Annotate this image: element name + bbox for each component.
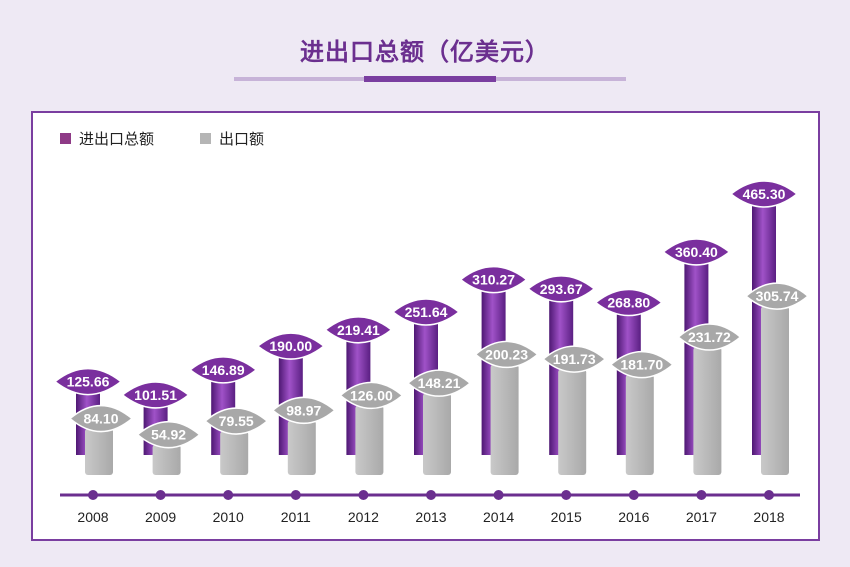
data-label-export-2013: 148.21 — [418, 375, 461, 391]
data-label-total-2015-bubble — [526, 275, 596, 303]
data-label-export-2008-bubble — [68, 404, 134, 433]
data-label-total-2010: 146.89 — [202, 362, 245, 378]
data-label-export-2016-bubble — [609, 351, 674, 379]
data-label-export-2011-bubble — [271, 396, 336, 424]
axis-tick-2012 — [358, 490, 369, 500]
x-tick-label-2017: 2017 — [686, 509, 717, 525]
data-label-total-2008: 125.66 — [67, 374, 110, 390]
axis-tick-2018 — [764, 490, 774, 500]
title-underline-accent — [364, 76, 496, 82]
data-label-export-2018-bubble — [744, 282, 810, 310]
data-label-total-2012-bubble — [324, 316, 393, 344]
bar-export-2018 — [761, 306, 789, 475]
bar-export-2010 — [220, 431, 249, 475]
x-tick-label-2016: 2016 — [618, 509, 649, 525]
x-axis: 2008 2009 2010 2011 2012 2013 2014 2015 2016 2017… — [60, 490, 800, 525]
x-tick-label-2012: 2012 — [348, 509, 379, 525]
data-label-export-2011: 98.97 — [286, 402, 321, 418]
axis-tick-2013 — [426, 490, 436, 500]
x-tick-label-2011: 2011 — [281, 509, 311, 525]
axis-tick-2010 — [223, 490, 234, 500]
axis-tick-2014 — [493, 490, 504, 500]
data-label-total-2015: 293.67 — [540, 281, 583, 297]
data-label-export-2012: 126.00 — [350, 387, 393, 403]
axis-tick-2008 — [88, 490, 98, 500]
data-label-export-2008: 84.10 — [83, 411, 118, 427]
x-tick-label-2008: 2008 — [77, 509, 108, 525]
data-label-export-2009-bubble — [136, 421, 201, 449]
bar-export-2014 — [490, 364, 519, 475]
bar-export-2017 — [693, 347, 722, 475]
data-label-total-2011-bubble — [256, 332, 326, 360]
legend-item-total: 进出口总额 — [60, 128, 154, 149]
legend-swatch-export — [200, 132, 211, 144]
data-label-export-2014-bubble — [474, 340, 539, 368]
data-label-total-2017: 360.40 — [675, 244, 718, 260]
x-tick-label-2018: 2018 — [753, 509, 784, 525]
axis-tick-2017 — [696, 490, 707, 500]
data-label-total-2011: 190.00 — [269, 338, 312, 354]
data-label-total-2012: 219.41 — [337, 322, 380, 338]
data-label-export-2017: 231.72 — [688, 329, 731, 345]
data-label-total-2018: 465.30 — [743, 186, 786, 202]
axis-tick-2009 — [155, 490, 166, 500]
data-label-total-2010-bubble — [188, 356, 258, 384]
legend-label-export: 出口额 — [219, 130, 265, 148]
data-label-export-2010-bubble — [204, 407, 269, 435]
data-label-total-2014: 310.27 — [472, 272, 515, 288]
data-label-export-2014: 200.23 — [485, 346, 528, 362]
data-label-export-2017-bubble — [677, 323, 742, 351]
data-label-total-2008-bubble — [53, 368, 123, 396]
data-label-export-2013-bubble — [406, 369, 472, 397]
legend-item-export: 出口额 — [200, 128, 264, 149]
chart-title: 进出口总额（亿美元） — [300, 38, 550, 66]
value-labels: 125.66 84.10 101.51 54.92 146.89 79.55 190.00 9… — [53, 180, 810, 449]
data-label-export-2016: 181.70 — [620, 357, 663, 373]
x-tick-label-2015: 2015 — [551, 509, 582, 525]
data-label-total-2016-bubble — [594, 288, 664, 317]
data-label-export-2015: 191.73 — [553, 351, 596, 367]
data-label-total-2009: 101.51 — [134, 387, 177, 403]
bar-export-2015 — [558, 369, 587, 475]
data-label-export-2010: 79.55 — [219, 413, 254, 429]
x-tick-label-2010: 2010 — [213, 509, 244, 525]
bar-export-2008 — [85, 428, 113, 475]
x-tick-label-2009: 2009 — [145, 509, 176, 525]
data-label-total-2016: 268.80 — [607, 295, 650, 311]
series-export-bars — [85, 306, 789, 475]
bar-export-2011 — [287, 420, 316, 475]
bar-export-2009 — [152, 444, 181, 475]
data-label-total-2013-bubble — [391, 298, 461, 326]
data-label-total-2009-bubble — [121, 381, 190, 409]
data-label-export-2012-bubble — [339, 381, 404, 409]
x-tick-label-2013: 2013 — [415, 509, 446, 525]
x-tick-label-2014: 2014 — [483, 509, 514, 525]
legend-swatch-total — [60, 132, 71, 144]
data-label-export-2018: 305.74 — [756, 288, 799, 304]
axis-tick-2015 — [561, 490, 572, 500]
data-label-total-2018-bubble — [729, 180, 799, 208]
bar-export-2012 — [355, 405, 384, 475]
bar-export-2013 — [423, 393, 451, 475]
axis-tick-2011 — [290, 490, 301, 500]
data-label-export-2015-bubble — [542, 345, 607, 373]
bar-export-2016 — [625, 374, 654, 475]
data-label-total-2014-bubble — [459, 266, 528, 294]
data-label-total-2013: 251.64 — [405, 304, 448, 320]
data-label-total-2017-bubble — [662, 238, 731, 266]
data-label-export-2009: 54.92 — [151, 427, 186, 443]
legend-label-total: 进出口总额 — [79, 130, 155, 148]
axis-tick-2016 — [628, 490, 639, 500]
